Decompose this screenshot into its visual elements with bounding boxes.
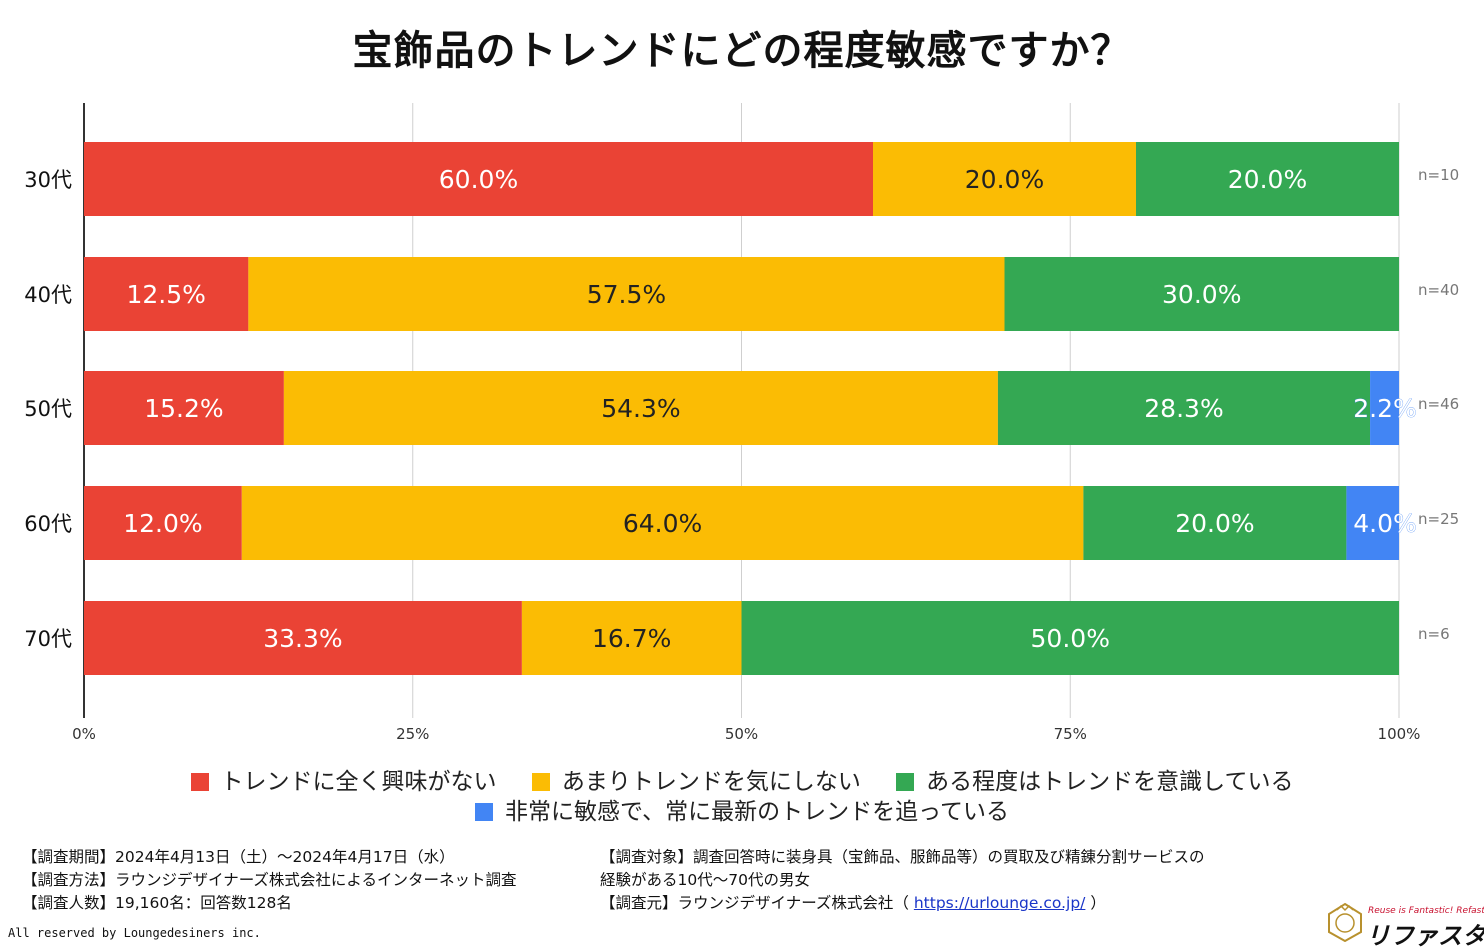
- brand-crest-icon: [1328, 902, 1362, 942]
- legend-swatch-blue: [475, 803, 494, 821]
- data-label: 50.0%: [1031, 624, 1110, 653]
- bar-segment: [1136, 142, 1399, 216]
- data-label: 20.0%: [965, 165, 1044, 194]
- data-label: 64.0%: [623, 509, 702, 538]
- survey-target-cont: 経験がある10代～70代の男女: [600, 871, 810, 889]
- bar-segment: [84, 142, 873, 216]
- data-label: 12.0%: [123, 509, 202, 538]
- legend-row-1: トレンドに全く興味がない あまりトレンドを気にしない ある程度はトレンドを意識し…: [0, 762, 1484, 796]
- data-label: 33.3%: [263, 624, 342, 653]
- survey-source-link[interactable]: https://urlounge.co.jp/: [913, 894, 1086, 912]
- legend-label: あまりトレンドを気にしない: [561, 769, 861, 795]
- sample-size-label: n=40: [1418, 281, 1459, 299]
- bar-segment: [1370, 371, 1399, 445]
- survey-period: 【調査期間】2024年4月13日（土）～2024年4月17日（水）: [22, 848, 455, 866]
- survey-source-suffix: ）: [1090, 894, 1106, 912]
- data-label: 20.0%: [1228, 165, 1307, 194]
- bar-segment: [84, 601, 522, 675]
- bar-segment: [248, 257, 1005, 331]
- survey-source-prefix: 【調査元】ラウンジデザイナーズ株式会社（: [600, 894, 909, 912]
- x-tick-label: 50%: [725, 725, 758, 743]
- bar-segment: [283, 371, 998, 445]
- sample-size-label: n=6: [1418, 625, 1450, 643]
- chart-title: 宝飾品のトレンドにどの程度敏感ですか？: [352, 28, 1132, 74]
- legend-item-not-much: あまりトレンドを気にしない: [531, 762, 861, 796]
- data-label: 12.5%: [126, 280, 205, 309]
- data-label: 54.3%: [601, 394, 680, 423]
- legend-label: ある程度はトレンドを意識している: [926, 769, 1294, 795]
- y-category-label: 30代: [24, 168, 72, 192]
- bar-segment: [873, 142, 1136, 216]
- survey-info-right: 【調査対象】調査回答時に装身具（宝飾品、服飾品等）の買取及び精錬分割サービスの …: [600, 846, 1205, 915]
- brand-logo: Reuse is Fantastic! Refasta リファスタ: [1326, 902, 1484, 950]
- legend-item-not-interested: トレンドに全く興味がない: [190, 762, 497, 796]
- bar-segment: [84, 371, 284, 445]
- data-label: 60.0%: [439, 165, 518, 194]
- brand-name: リファスタ: [1366, 922, 1484, 950]
- data-label: 30.0%: [1162, 280, 1241, 309]
- legend-item-very-sensitive: 非常に敏感で、常に最新のトレンドを追っている: [475, 792, 1009, 826]
- legend-label: 非常に敏感で、常に最新のトレンドを追っている: [505, 799, 1009, 825]
- y-category-label: 40代: [24, 283, 72, 307]
- survey-method: 【調査方法】ラウンジデザイナーズ株式会社によるインターネット調査: [22, 871, 517, 889]
- legend-swatch-red: [190, 773, 209, 791]
- x-tick-label: 0%: [72, 725, 96, 743]
- brand-tagline: Reuse is Fantastic! Refasta: [1368, 906, 1484, 916]
- data-label: 2.2%: [1353, 394, 1417, 423]
- sample-size-label: n=25: [1418, 510, 1459, 528]
- bar-segment: [1004, 257, 1399, 331]
- y-category-label: 70代: [24, 627, 72, 651]
- y-category-label: 50代: [24, 397, 72, 421]
- data-label: 20.0%: [1175, 509, 1254, 538]
- survey-target: 【調査対象】調査回答時に装身具（宝飾品、服飾品等）の買取及び精錬分割サービスの: [600, 848, 1205, 866]
- sample-size-label: n=10: [1418, 166, 1459, 184]
- bar-segment: [741, 601, 1399, 675]
- survey-source: 【調査元】ラウンジデザイナーズ株式会社（ https://urlounge.co…: [600, 892, 1205, 915]
- legend-swatch-yellow: [531, 773, 550, 791]
- survey-count: 【調査人数】19,160名：回答数128名: [22, 894, 292, 912]
- legend-item-somewhat: ある程度はトレンドを意識している: [896, 762, 1293, 796]
- data-label: 15.2%: [144, 394, 223, 423]
- bar-segment: [241, 486, 1084, 560]
- bar-segment: [84, 257, 249, 331]
- data-label: 28.3%: [1144, 394, 1223, 423]
- bar-segment: [997, 371, 1371, 445]
- bar-segment: [1083, 486, 1347, 560]
- x-tick-label: 75%: [1054, 725, 1087, 743]
- sample-size-label: n=46: [1418, 395, 1459, 413]
- bar-segment: [84, 486, 242, 560]
- data-label: 16.7%: [592, 624, 671, 653]
- data-label: 4.0%: [1353, 509, 1417, 538]
- y-category-label: 60代: [24, 512, 72, 536]
- legend-row-2: 非常に敏感で、常に最新のトレンドを追っている: [0, 792, 1484, 826]
- bar-segment: [521, 601, 742, 675]
- legend-swatch-green: [896, 773, 915, 791]
- bar-segment: [1346, 486, 1399, 560]
- x-tick-label: 100%: [1378, 725, 1421, 743]
- legend-label: トレンドに全く興味がない: [220, 769, 497, 795]
- x-tick-label: 25%: [396, 725, 429, 743]
- data-label: 57.5%: [587, 280, 666, 309]
- copyright-text: All reserved by Loungedesiners inc.: [8, 926, 261, 940]
- survey-info-left: 【調査期間】2024年4月13日（土）～2024年4月17日（水） 【調査方法】…: [22, 846, 516, 915]
- stacked-bar-chart: 0% 25% 50% 75% 100% 60.0% 20.0% 20.0% 30代 n=10 12.…: [24, 103, 1459, 743]
